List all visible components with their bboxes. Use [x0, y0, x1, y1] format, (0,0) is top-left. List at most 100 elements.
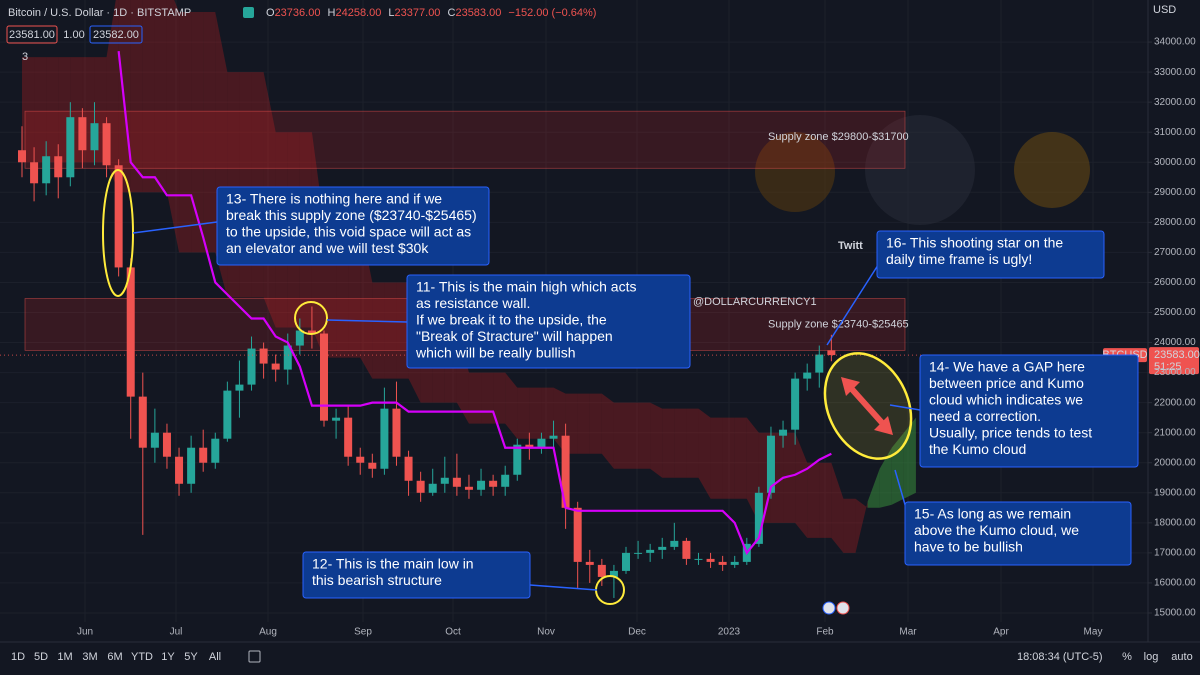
y-tick-label: 28000.00 — [1154, 217, 1196, 228]
kumo-cloud — [517, 387, 530, 439]
annotation-box — [876, 230, 1105, 279]
candle-body — [464, 486, 473, 490]
range-button[interactable]: 6M — [107, 651, 122, 663]
kumo-cloud — [674, 408, 687, 478]
buy-price[interactable]: 23582.00 — [93, 29, 139, 41]
annotation-text: 11- This is the main high which acts — [416, 279, 636, 295]
scale-option[interactable]: % — [1122, 651, 1132, 663]
candle-body — [791, 378, 800, 430]
kumo-cloud — [541, 387, 554, 439]
candle-body — [199, 447, 208, 463]
range-button[interactable]: YTD — [131, 651, 153, 663]
zone-label: Supply zone $23740-$25465 — [768, 318, 909, 330]
decoration — [755, 115, 1090, 225]
kumo-cloud — [734, 417, 747, 499]
kumo-cloud — [493, 372, 506, 424]
coin-image — [1014, 132, 1090, 208]
x-tick-label: Jul — [170, 627, 183, 638]
connector — [894, 469, 907, 509]
candle-body — [368, 462, 377, 469]
annotation-box — [904, 501, 1132, 566]
scale-option[interactable]: log — [1144, 651, 1159, 663]
candle-body — [332, 417, 341, 421]
candle-body — [66, 117, 75, 178]
connector — [326, 319, 408, 323]
kumo-cloud — [130, 0, 143, 193]
kumo-cloud — [166, 0, 180, 253]
candle-body — [295, 330, 304, 346]
scale-option[interactable]: auto — [1171, 651, 1192, 663]
annotation-box — [919, 354, 1139, 468]
sell-button[interactable] — [6, 25, 58, 44]
kumo-cloud — [831, 462, 844, 553]
buy-button[interactable] — [89, 25, 143, 44]
kumo-cloud — [613, 402, 626, 469]
kumo-cloud — [396, 282, 409, 379]
range-button[interactable]: 1Y — [161, 651, 175, 663]
currency[interactable]: USD — [1153, 4, 1176, 16]
range-button[interactable]: All — [209, 651, 221, 663]
ohlc-value: 23736.00 — [275, 7, 321, 19]
candle-body — [549, 435, 558, 439]
kumo-cloud — [843, 498, 856, 553]
kumo-cloud — [867, 468, 880, 508]
kumo-cloud — [783, 432, 796, 523]
candle-body — [307, 330, 316, 334]
spread: 1.00 — [63, 29, 84, 41]
date-range-icon[interactable] — [248, 650, 261, 663]
candle-body — [404, 456, 413, 481]
annotation-box — [302, 551, 531, 599]
candle-body — [827, 350, 836, 356]
candle-body — [138, 396, 147, 448]
y-tick-label: 16000.00 — [1154, 578, 1196, 589]
kumo-cloud — [384, 282, 397, 379]
kumo-cloud — [468, 372, 482, 424]
kumo-cloud — [372, 282, 385, 379]
y-tick-label: 33000.00 — [1154, 67, 1196, 78]
y-tick-label: 15000.00 — [1154, 608, 1196, 619]
candle-body — [126, 267, 135, 397]
kumo-cloud — [819, 462, 832, 538]
candle-body — [646, 549, 655, 553]
gap-arrow-head — [841, 377, 860, 396]
candle-body — [477, 480, 486, 490]
y-tick-label: 26000.00 — [1154, 277, 1196, 288]
range-button[interactable]: 5Y — [184, 651, 198, 663]
candle-body — [162, 432, 171, 457]
candle-body — [513, 444, 522, 475]
x-tick-label: Jun — [77, 627, 93, 638]
y-tick-label: 30000.00 — [1154, 157, 1196, 168]
price-tag-label: 23583.00 — [1154, 349, 1200, 361]
y-tick-label: 23000.00 — [1154, 367, 1196, 378]
range-button[interactable]: 1D — [11, 651, 25, 663]
candle-body — [694, 558, 703, 560]
range-button[interactable]: 5D — [34, 651, 48, 663]
y-tick-label: 34000.00 — [1154, 37, 1196, 48]
kumo-cloud — [154, 0, 167, 193]
kumo-cloud — [505, 372, 518, 439]
candle-body — [283, 345, 292, 370]
annotation-text: If we break it to the upside, the — [416, 312, 607, 328]
sell-price[interactable]: 23581.00 — [9, 29, 55, 41]
range-button[interactable]: 1M — [57, 651, 72, 663]
annotation-text: to the upside, this void space will act … — [226, 224, 471, 240]
candle-body — [235, 384, 244, 391]
kumo-cloud — [481, 372, 494, 424]
y-tick-label: 17000.00 — [1154, 548, 1196, 559]
kumo-cloud — [529, 387, 542, 439]
candle-body — [416, 480, 425, 493]
y-tick-label: 22000.00 — [1154, 397, 1196, 408]
candle-body — [18, 150, 26, 163]
kumo-cloud — [686, 408, 699, 478]
range-button[interactable]: 3M — [82, 651, 97, 663]
indicator-count[interactable]: 3 — [22, 51, 28, 63]
x-tick-label: 2023 — [718, 627, 741, 638]
supply-zone — [24, 110, 906, 169]
y-tick-label: 32000.00 — [1154, 97, 1196, 108]
kumo-cloud — [142, 0, 155, 193]
annotation-text: which will be really bullish — [415, 345, 576, 361]
candle-body — [452, 477, 461, 487]
candle-body — [803, 372, 812, 379]
kumo-cloud — [601, 393, 614, 469]
